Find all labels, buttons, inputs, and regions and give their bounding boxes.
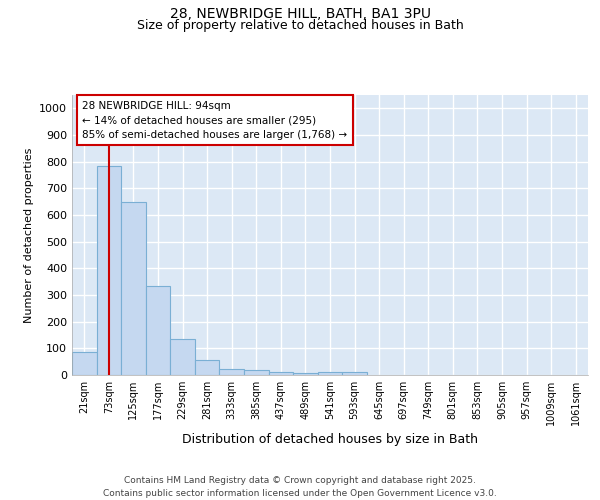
Bar (97, 166, 121, 375)
Text: 28 NEWBRIDGE HILL: 94sqm
← 14% of detached houses are smaller (295)
85% of semi-: 28 NEWBRIDGE HILL: 94sqm ← 14% of detach… (82, 100, 347, 140)
X-axis label: Distribution of detached houses by size in Bath: Distribution of detached houses by size … (182, 434, 478, 446)
Text: Size of property relative to detached houses in Bath: Size of property relative to detached ho… (137, 19, 463, 32)
Bar (72, 352, 97, 375)
Bar (318, 372, 342, 375)
Bar (244, 370, 269, 375)
Bar (220, 369, 244, 375)
Bar (342, 372, 367, 375)
Bar (269, 372, 293, 375)
Bar (170, 339, 195, 375)
Bar (121, 202, 146, 375)
Bar (195, 360, 220, 375)
Bar (146, 286, 170, 375)
Text: 28, NEWBRIDGE HILL, BATH, BA1 3PU: 28, NEWBRIDGE HILL, BATH, BA1 3PU (170, 8, 431, 22)
Text: Contains HM Land Registry data © Crown copyright and database right 2025.
Contai: Contains HM Land Registry data © Crown c… (103, 476, 497, 498)
Y-axis label: Number of detached properties: Number of detached properties (23, 148, 34, 322)
Bar (293, 374, 318, 375)
